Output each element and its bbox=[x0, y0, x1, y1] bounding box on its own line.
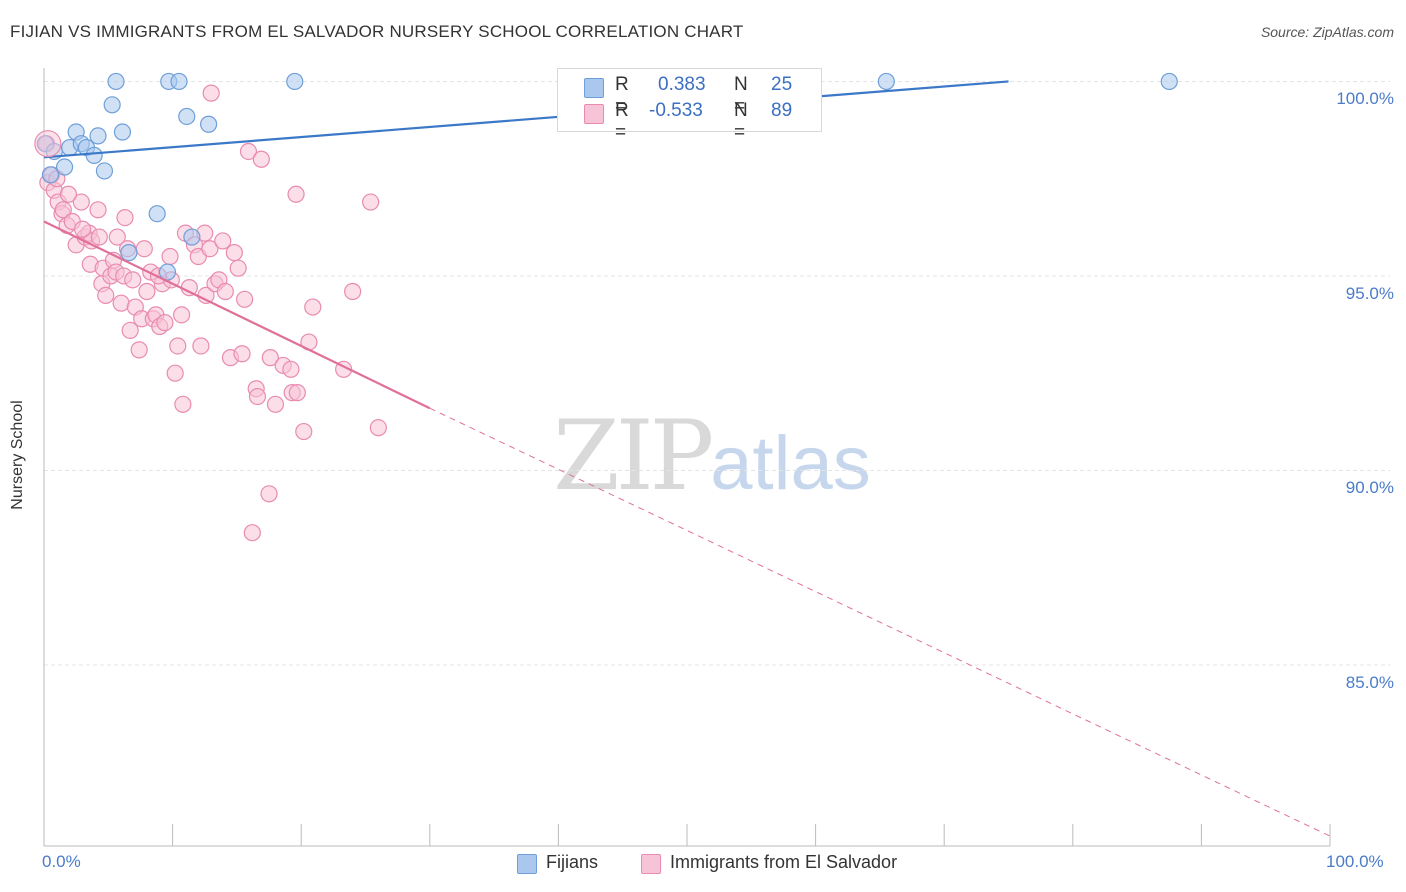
salvador-point-85 bbox=[73, 220, 92, 238]
salvador-point-73 bbox=[282, 360, 300, 378]
r-value: 0.383 bbox=[658, 74, 706, 95]
salvador-point-11 bbox=[72, 193, 90, 211]
salvador-point-16 bbox=[89, 201, 107, 219]
n-value: 89 bbox=[771, 100, 793, 121]
salvador-trend-line bbox=[43, 220, 431, 410]
y-tick-label-2: 90.0% bbox=[1345, 478, 1394, 498]
r-value: -0.533 bbox=[649, 100, 703, 121]
x-tick-label-min: 0.0% bbox=[42, 852, 81, 871]
fijians-point-14 bbox=[120, 244, 138, 262]
salvador-point-29 bbox=[121, 321, 139, 340]
fijians-swatch bbox=[584, 78, 604, 98]
salvador-point-68 bbox=[252, 150, 270, 168]
salvador-point-58 bbox=[214, 232, 232, 250]
fijians-point-13 bbox=[113, 123, 132, 141]
n-label: N = bbox=[734, 100, 748, 143]
series-legend: Fijians Immigrants from El Salvador bbox=[0, 852, 1406, 878]
salvador-point-70 bbox=[261, 349, 279, 367]
salvador-point-20 bbox=[97, 286, 115, 304]
salvador-point-32 bbox=[130, 341, 148, 359]
y-tick-label-0: 100.0% bbox=[1336, 89, 1394, 109]
salvador-point-42 bbox=[161, 247, 179, 266]
salvador-point-35 bbox=[138, 282, 156, 301]
salvador-point-76 bbox=[287, 185, 305, 203]
salvador-point-47 bbox=[174, 395, 192, 413]
salvador-trend-extension bbox=[429, 407, 1331, 837]
fijians-point-24 bbox=[1160, 72, 1178, 91]
salvador-point-30 bbox=[124, 271, 142, 289]
fijians-point-11 bbox=[103, 96, 121, 114]
salvador-point-44 bbox=[166, 364, 184, 382]
fijians-point-9 bbox=[89, 127, 107, 145]
salvador-point-61 bbox=[225, 244, 243, 262]
salvador-point-24 bbox=[108, 228, 126, 246]
salvador-swatch bbox=[584, 104, 604, 124]
watermark-zip: ZIP bbox=[553, 400, 714, 512]
salvador-point-62 bbox=[233, 345, 251, 363]
salvador-point-75 bbox=[288, 384, 306, 402]
fijians-point-8 bbox=[85, 146, 103, 164]
salvador-point-55 bbox=[202, 84, 220, 102]
fijians-trend-line bbox=[43, 80, 1009, 159]
r-label: R = bbox=[615, 74, 629, 117]
fijians-point-15 bbox=[148, 205, 166, 223]
y-axis-label: Nursery School bbox=[9, 400, 26, 510]
n-label: N = bbox=[734, 74, 748, 117]
r-label: R = bbox=[615, 100, 629, 143]
salvador-point-25 bbox=[112, 294, 130, 312]
salvador-point-84 bbox=[59, 185, 78, 203]
salvador-point-46 bbox=[173, 306, 191, 324]
salvador-point-17 bbox=[90, 228, 108, 246]
salvador-point-54 bbox=[201, 240, 219, 258]
y-tick-label-1: 95.0% bbox=[1345, 283, 1394, 303]
watermark-atlas: atlas bbox=[710, 421, 871, 506]
salvador-point-45 bbox=[169, 337, 187, 355]
salvador-point-59 bbox=[216, 282, 234, 301]
salvador-point-82 bbox=[362, 193, 380, 211]
n-value: 25 bbox=[771, 74, 793, 95]
salvador-point-77 bbox=[295, 422, 313, 441]
salvador-point-81 bbox=[344, 282, 362, 301]
fijians-point-1 bbox=[41, 166, 60, 184]
salvador-point-83 bbox=[369, 419, 387, 437]
salvador-point-41 bbox=[156, 314, 174, 332]
salvador-point-69 bbox=[260, 485, 278, 503]
salvador-point-64 bbox=[239, 142, 258, 161]
salvador-point-27 bbox=[116, 209, 134, 227]
salvador-point-71 bbox=[266, 395, 285, 413]
salvador-point-52 bbox=[192, 337, 210, 355]
salvador-point-67 bbox=[248, 387, 267, 406]
source-credit: Source: ZipAtlas.com bbox=[1260, 24, 1394, 40]
fijians-point-19 bbox=[178, 107, 196, 126]
fijians-point-10 bbox=[95, 162, 114, 180]
y-tick-label-3: 85.0% bbox=[1345, 672, 1394, 692]
salvador-point-88 bbox=[229, 259, 247, 277]
legend-salvador-swatch bbox=[641, 854, 661, 874]
legend-salvador-label: Immigrants from El Salvador bbox=[670, 852, 898, 872]
fijians-point-22 bbox=[286, 72, 304, 91]
watermark: ZIPatlas bbox=[553, 400, 871, 512]
legend-fijians-swatch bbox=[517, 854, 537, 874]
x-tick-label-max: 100.0% bbox=[1326, 852, 1384, 871]
salvador-point-49 bbox=[180, 279, 198, 297]
fijians-point-12 bbox=[107, 72, 125, 91]
salvador-point-65 bbox=[243, 524, 261, 542]
fijians-point-23 bbox=[877, 72, 895, 91]
salvador-point-79 bbox=[304, 298, 322, 316]
salvador-point-34 bbox=[135, 240, 153, 258]
stats-legend: R = 0.383 N = 25 R = -0.533 N = 89 bbox=[557, 68, 822, 143]
salvador-cluster-point bbox=[34, 130, 62, 158]
salvador-point-63 bbox=[236, 290, 254, 308]
fijians-point-20 bbox=[183, 228, 201, 246]
chart-title: FIJIAN VS IMMIGRANTS FROM EL SALVADOR NU… bbox=[10, 22, 744, 41]
fijians-point-3 bbox=[55, 158, 74, 176]
legend-fijians-label: Fijians bbox=[546, 852, 599, 872]
fijians-point-17 bbox=[170, 72, 188, 91]
fijians-point-21 bbox=[200, 115, 218, 133]
